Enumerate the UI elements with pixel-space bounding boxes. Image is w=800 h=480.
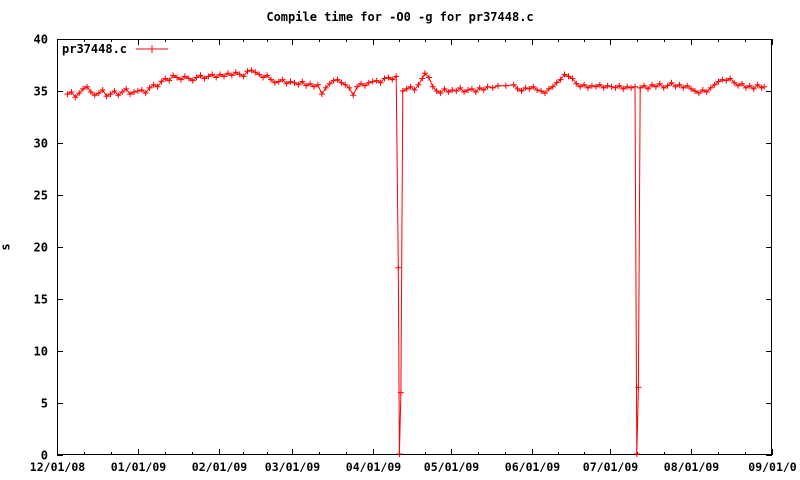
y-tick-label: 5 — [41, 397, 48, 411]
y-tick-label: 20 — [34, 241, 48, 255]
x-tick-label: 12/01/08 — [30, 460, 85, 474]
series-line — [67, 69, 765, 455]
series-markers — [64, 67, 768, 457]
y-tick-label: 40 — [34, 33, 48, 47]
x-tick-label: 07/01/09 — [583, 460, 638, 474]
x-tick-label: 06/01/09 — [505, 460, 560, 474]
x-tick-label: 02/01/09 — [192, 460, 247, 474]
x-tick-label: 09/01/0 — [748, 460, 797, 474]
chart-title: Compile time for -O0 -g for pr37448.c — [266, 10, 534, 24]
x-tick-label: 03/01/09 — [265, 460, 320, 474]
y-tick-label: 15 — [34, 293, 48, 307]
legend: pr37448.c — [62, 42, 169, 56]
y-tick-label: 25 — [34, 189, 48, 203]
legend-line-sample-icon — [136, 45, 169, 53]
y-tick-label: 10 — [34, 345, 48, 359]
y-tick-label: 30 — [34, 137, 48, 151]
x-tick-label: 01/01/09 — [111, 460, 166, 474]
y-tick-label: 0 — [41, 449, 48, 463]
x-tick-label: 05/01/09 — [424, 460, 479, 474]
legend-series-label: pr37448.c — [62, 42, 128, 56]
y-tick-label: 35 — [34, 85, 48, 99]
x-tick-label: 04/01/09 — [346, 460, 401, 474]
plot-border — [57, 39, 772, 455]
x-tick-label: 08/01/09 — [664, 460, 719, 474]
y-axis-label: s — [0, 243, 13, 251]
